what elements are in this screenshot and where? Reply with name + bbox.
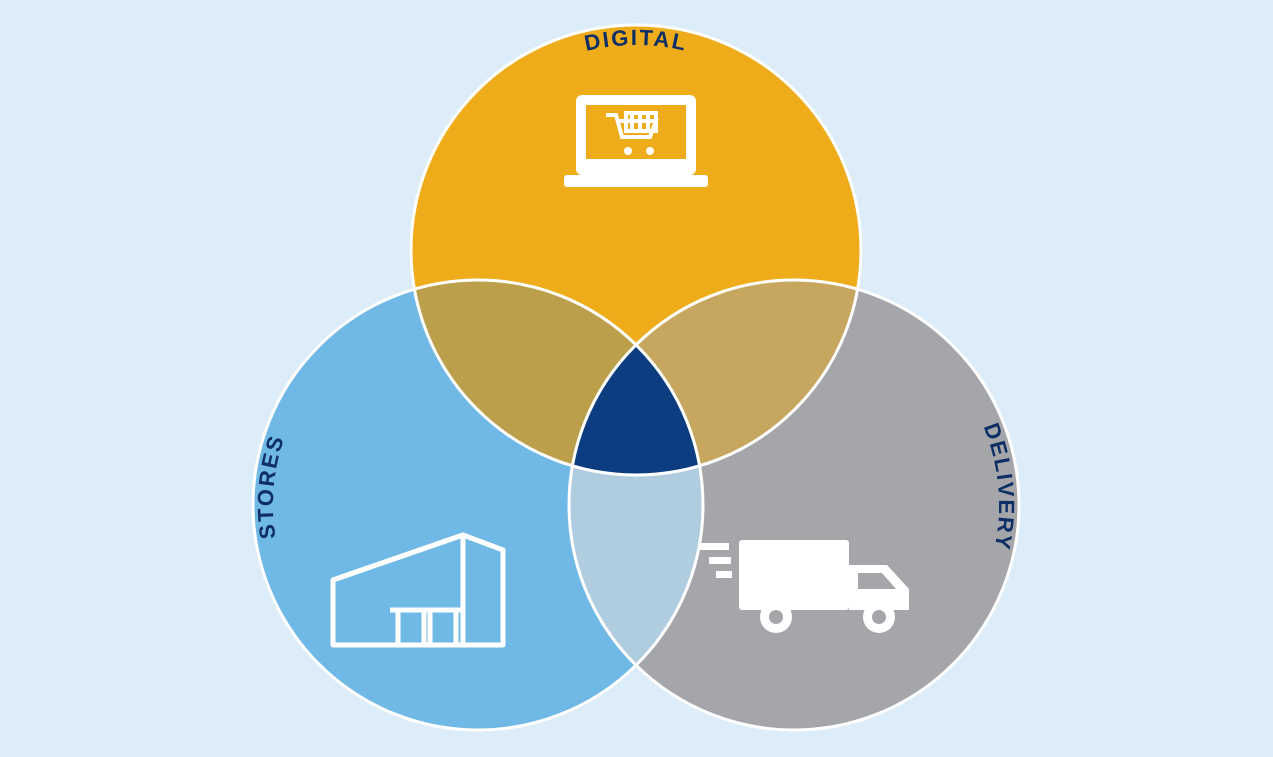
venn-svg: DIGITAL STORES DELIVERY bbox=[0, 0, 1273, 757]
laptop-cart-icon bbox=[564, 95, 708, 187]
venn-diagram: DIGITAL STORES DELIVERY bbox=[0, 0, 1273, 757]
